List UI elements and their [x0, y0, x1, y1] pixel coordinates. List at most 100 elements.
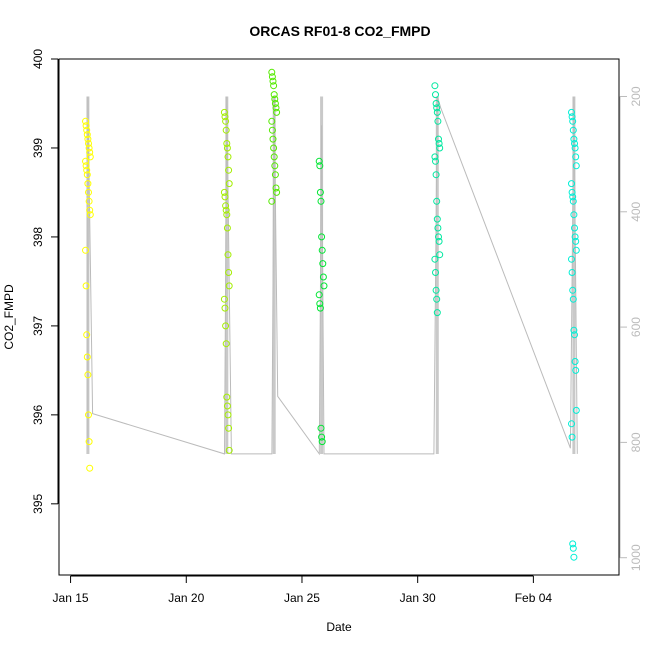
y-tick-label: 395	[31, 493, 45, 513]
data-point	[319, 273, 327, 281]
data-point	[571, 140, 578, 147]
flight-band-3	[272, 96, 276, 454]
data-point	[220, 295, 228, 303]
data-point	[568, 433, 576, 441]
data-point	[85, 438, 93, 446]
data-point	[431, 255, 439, 263]
y2-axis: 200 400 600 800 1000	[619, 86, 643, 571]
data-point	[318, 233, 326, 241]
flight-band-4	[320, 96, 324, 454]
data-point	[568, 269, 576, 276]
data-point	[82, 122, 90, 130]
data-point	[86, 148, 94, 156]
data-point	[86, 153, 94, 161]
data-point	[570, 553, 578, 561]
data-point	[222, 202, 230, 210]
data-point	[268, 73, 276, 81]
data-point	[86, 464, 94, 472]
data-point	[316, 304, 324, 312]
data-point	[268, 68, 276, 76]
data-point	[223, 402, 231, 410]
x-axis: Jan 15 Jan 20 Jan 25 Jan 30 Feb 04	[53, 575, 552, 605]
data-point	[220, 108, 228, 116]
y-axis-label: CO2_FMPD	[2, 284, 16, 350]
data-point	[84, 371, 92, 379]
data-point	[273, 108, 281, 116]
data-point	[83, 171, 91, 179]
data-point	[435, 135, 442, 143]
data-point	[222, 206, 230, 214]
points-group	[82, 68, 580, 561]
y2-tick-label: 600	[629, 317, 643, 337]
data-point	[433, 104, 441, 112]
data-point	[222, 117, 230, 125]
data-point	[317, 197, 325, 205]
data-point	[433, 197, 441, 205]
data-point	[318, 433, 326, 441]
data-point	[569, 540, 577, 548]
data-point	[571, 233, 579, 241]
data-point	[270, 91, 278, 99]
data-point	[270, 144, 278, 152]
data-point	[269, 77, 277, 85]
data-point	[82, 162, 90, 170]
data-point	[225, 269, 233, 276]
data-point	[569, 197, 577, 205]
data-point	[223, 211, 231, 219]
data-point	[569, 295, 577, 303]
data-point	[571, 144, 579, 152]
y2-tick-label: 400	[629, 201, 643, 221]
data-point	[86, 211, 94, 219]
data-point	[221, 193, 229, 201]
data-point	[83, 131, 91, 139]
data-point	[432, 286, 440, 294]
data-point	[568, 255, 575, 263]
data-point	[271, 171, 279, 179]
data-point	[225, 446, 233, 454]
data-point	[435, 233, 442, 241]
data-point	[225, 180, 233, 188]
data-point	[84, 180, 92, 188]
data-point	[432, 269, 439, 276]
data-point	[568, 180, 575, 188]
y2-tick-label: 1000	[629, 544, 643, 571]
data-point	[432, 171, 440, 179]
data-point	[83, 166, 91, 174]
data-point	[222, 340, 230, 348]
data-point	[433, 215, 441, 223]
data-point	[436, 251, 444, 259]
data-point	[316, 300, 324, 308]
y-tick-label: 397	[31, 316, 45, 336]
data-point	[570, 211, 578, 219]
data-point	[572, 237, 580, 245]
data-point	[435, 237, 443, 245]
data-point	[433, 309, 441, 317]
data-point	[568, 420, 575, 428]
data-point	[320, 282, 328, 290]
data-point	[268, 197, 276, 205]
data-point	[432, 91, 439, 99]
data-point	[224, 153, 232, 161]
data-point	[83, 353, 91, 361]
data-point	[431, 153, 439, 161]
data-point	[434, 117, 442, 125]
data-point	[568, 108, 575, 116]
plot-frame	[58, 58, 620, 576]
data-point	[569, 286, 577, 294]
data-point	[570, 326, 578, 334]
data-point	[316, 162, 324, 170]
y2-tick-label: 800	[629, 432, 643, 452]
data-point	[316, 188, 324, 196]
data-point	[221, 113, 229, 121]
data-point	[220, 188, 228, 196]
data-point	[432, 100, 440, 107]
data-point	[224, 411, 232, 419]
data-point	[568, 113, 576, 121]
data-point	[572, 153, 580, 161]
data-point	[571, 224, 578, 232]
data-point	[222, 126, 230, 134]
data-point	[572, 162, 580, 170]
y-tick-label: 400	[31, 49, 45, 69]
data-point	[568, 188, 576, 196]
